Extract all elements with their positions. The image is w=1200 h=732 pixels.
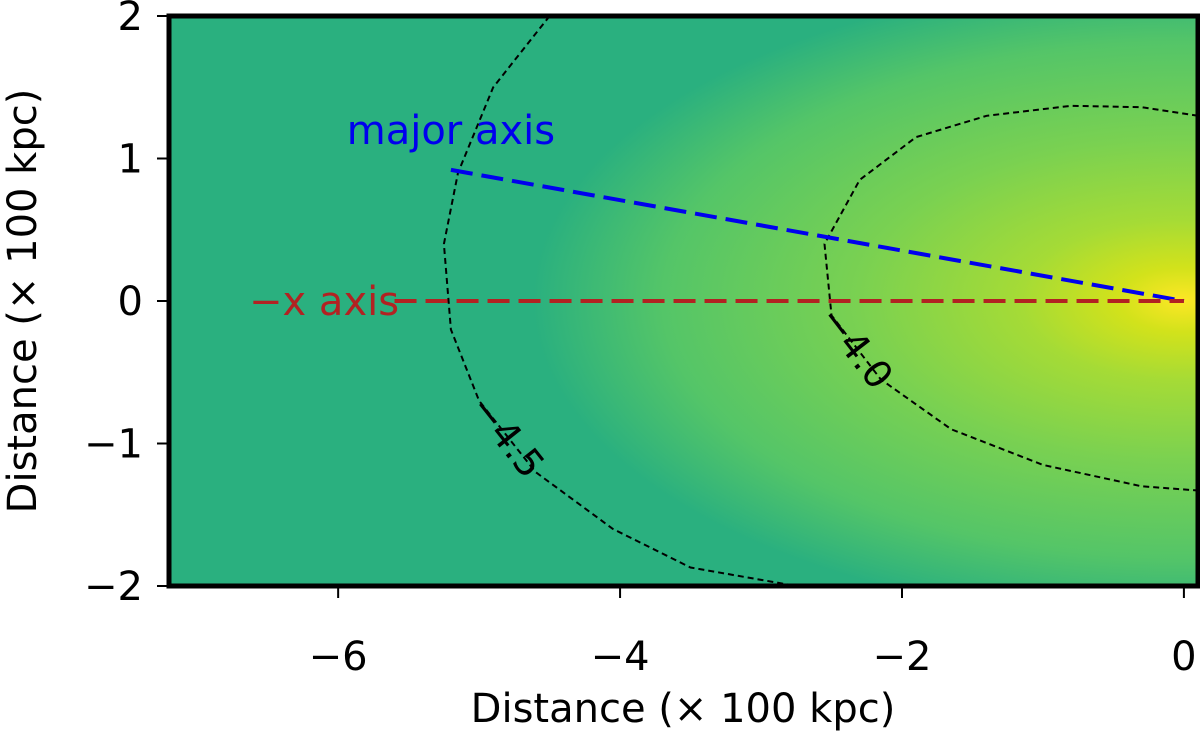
x-tick-label-0: −6: [309, 634, 368, 680]
y-tick-label-4: −2: [84, 564, 143, 610]
series-line-0: [450, 167, 1185, 303]
y-tick-label-1: 1: [118, 137, 143, 183]
annotation-0: major axis: [347, 108, 555, 154]
y-ticks: 2 1 0 −1 −2: [84, 0, 167, 610]
series-layer: [394, 167, 1185, 303]
x-tick-label-2: −2: [873, 634, 932, 680]
y-tick-label-3: −1: [84, 422, 143, 468]
x-axis-label: Distance (× 100 kpc): [471, 686, 896, 732]
contour-line-1: [823, 104, 1198, 492]
y-tick-label-0: 2: [118, 0, 143, 40]
annotation-1: −x axis: [249, 279, 399, 325]
y-tick-label-2: 0: [118, 279, 143, 325]
x-tick-label-1: −4: [591, 634, 650, 680]
plot-area: −4.5−4.0 major axis−x axis: [169, 16, 1198, 586]
x-tick-label-3: 0: [1171, 634, 1196, 680]
contour-line-0: [442, 16, 797, 586]
annotations: major axis −x axis: [249, 108, 555, 325]
y-axis-label: Distance (× 100 kpc): [0, 89, 46, 514]
x-ticks: −6 −4 −2 0: [309, 588, 1197, 680]
plot-frame: [166, 13, 1200, 589]
